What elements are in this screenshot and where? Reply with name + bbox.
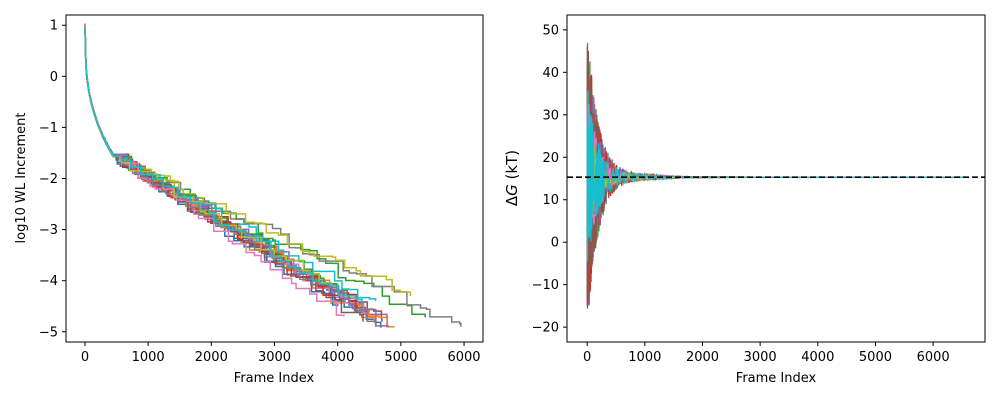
series-line xyxy=(586,107,965,258)
y-tick-label: −1 xyxy=(39,121,58,136)
y-tick-label: 30 xyxy=(542,108,559,123)
series-line xyxy=(586,68,965,305)
left-chart: 0 1000 2000 3000 4000 5000 6000 1 0 −1 −2 −3 −4 −5 F… xyxy=(14,14,484,386)
left-y-axis-label: log10 WL Increment xyxy=(14,113,29,244)
y-tick-label: 0 xyxy=(551,236,559,251)
x-tick-label: 0 xyxy=(81,350,89,365)
y-tick-label: 1 xyxy=(50,19,58,34)
series-line xyxy=(84,23,364,322)
series-line xyxy=(586,132,965,230)
x-tick-label: 2000 xyxy=(686,350,719,365)
left-x-ticks: 0 1000 2000 3000 4000 5000 6000 xyxy=(81,342,481,365)
x-tick-label: 4000 xyxy=(801,350,834,365)
series-line xyxy=(586,88,965,256)
x-tick-label: 2000 xyxy=(195,350,228,365)
y-tick-label: −3 xyxy=(39,223,58,238)
left-x-axis-label: Frame Index xyxy=(234,371,315,386)
series-line xyxy=(84,25,383,322)
series-line xyxy=(586,52,965,288)
series-line xyxy=(84,26,357,313)
x-tick-label: 5000 xyxy=(859,350,892,365)
y-tick-label: −5 xyxy=(39,325,58,340)
x-tick-label: 4000 xyxy=(321,350,354,365)
y-tick-label: 10 xyxy=(542,193,559,208)
y-tick-label: 40 xyxy=(542,66,559,81)
x-tick-label: 6000 xyxy=(447,350,480,365)
series-line xyxy=(84,24,395,328)
y-tick-label: −20 xyxy=(532,321,559,336)
series-line xyxy=(586,90,965,262)
series-line xyxy=(586,99,965,239)
y-tick-label: −4 xyxy=(39,274,58,289)
left-axes-frame xyxy=(65,14,484,343)
series-line xyxy=(84,25,395,328)
series-line xyxy=(84,26,377,327)
y-tick-label: −10 xyxy=(532,278,559,293)
y-tick-label: 20 xyxy=(542,151,559,166)
x-tick-label: 0 xyxy=(583,350,591,365)
x-tick-label: 6000 xyxy=(917,350,950,365)
y-tick-label: 50 xyxy=(542,23,559,38)
x-tick-label: 3000 xyxy=(258,350,291,365)
y-tick-label: 0 xyxy=(50,70,58,85)
series-line xyxy=(84,23,370,318)
left-y-ticks: 1 0 −1 −2 −3 −4 −5 xyxy=(39,19,66,340)
x-tick-label: 1000 xyxy=(628,350,661,365)
left-series-group xyxy=(84,23,462,328)
right-y-ticks: 50 40 30 20 10 0 −10 −20 xyxy=(532,23,567,336)
right-series-group xyxy=(586,42,965,309)
series-line xyxy=(586,106,965,232)
x-tick-label: 1000 xyxy=(132,350,165,365)
right-chart: 0 1000 2000 3000 4000 5000 6000 50 40 30 20 10 0 −10… xyxy=(503,14,986,386)
x-tick-label: 5000 xyxy=(384,350,417,365)
right-x-axis-label: Frame Index xyxy=(736,371,817,386)
series-line xyxy=(586,73,965,294)
series-line xyxy=(586,101,965,230)
x-tick-label: 3000 xyxy=(744,350,777,365)
right-y-axis-label: ΔG (kT) xyxy=(503,150,521,206)
right-x-ticks: 0 1000 2000 3000 4000 5000 6000 xyxy=(583,342,950,365)
series-line xyxy=(84,26,377,322)
series-line xyxy=(84,26,363,307)
series-line xyxy=(586,114,965,233)
series-line xyxy=(586,42,965,306)
series-line xyxy=(586,109,965,237)
y-tick-label: −2 xyxy=(39,172,58,187)
right-axes-frame xyxy=(566,14,986,343)
series-line xyxy=(84,25,333,286)
